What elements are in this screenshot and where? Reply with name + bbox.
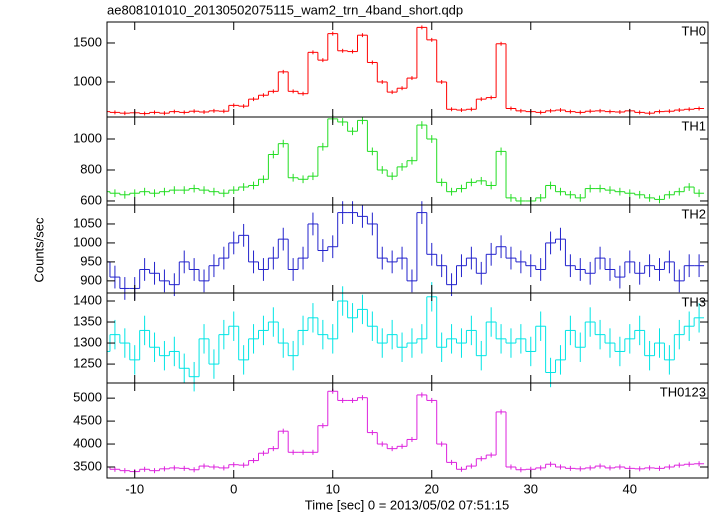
y-tick-label: 1300 — [73, 334, 102, 349]
y-tick-label: 1000 — [73, 234, 102, 249]
y-tick-label: 4500 — [73, 413, 102, 428]
panel-frame — [106, 382, 709, 479]
y-tick-label: 1050 — [73, 215, 102, 230]
y-tick-label: 1500 — [73, 34, 102, 49]
legend-label: TH0 — [681, 23, 706, 38]
y-axis-label: Counts/sec — [31, 217, 46, 283]
x-axis-label: Time [sec] 0 = 2013/05/02 07:51:15 — [305, 497, 509, 512]
y-tick-label: 950 — [80, 253, 102, 268]
x-tick-label: 10 — [326, 481, 340, 496]
y-tick-label: 900 — [80, 272, 102, 287]
legend-label: TH1 — [681, 118, 706, 133]
y-tick-label: 1400 — [73, 292, 102, 307]
x-tick-label: 30 — [524, 481, 538, 496]
chart-title: ae808101010_20130502075115_wam2_trn_4ban… — [107, 2, 463, 17]
y-tick-label: 1250 — [73, 356, 102, 371]
y-tick-label: 800 — [80, 161, 102, 176]
legend-label: TH2 — [681, 206, 706, 221]
y-tick-label: 1350 — [73, 313, 102, 328]
y-tick-label: 1000 — [73, 73, 102, 88]
legend-label: TH3 — [681, 294, 706, 309]
panel-frame — [106, 292, 709, 384]
x-tick-label: 40 — [623, 481, 637, 496]
x-tick-label: 20 — [425, 481, 439, 496]
x-tick-label: -10 — [125, 481, 144, 496]
legend-label: TH0123 — [660, 384, 706, 399]
y-tick-label: 3500 — [73, 458, 102, 473]
plot-area — [107, 25, 705, 475]
y-tick-label: 600 — [80, 192, 102, 207]
y-tick-label: 1000 — [73, 130, 102, 145]
y-tick-label: 5000 — [73, 390, 102, 405]
panel-frame — [106, 21, 709, 118]
x-tick-label: 0 — [230, 481, 237, 496]
y-tick-label: 4000 — [73, 435, 102, 450]
